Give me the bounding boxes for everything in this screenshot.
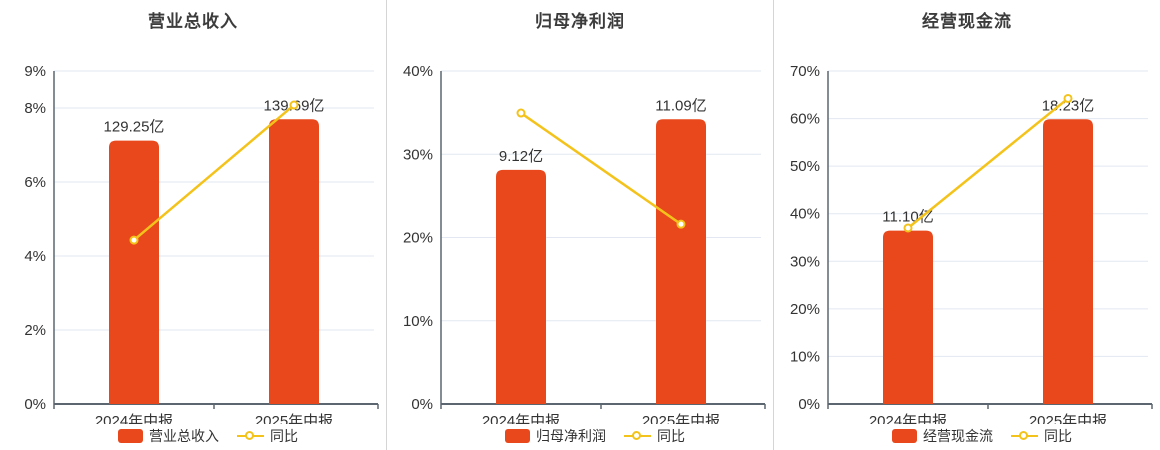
legend-item-bar-series[interactable]: 营业总收入 bbox=[118, 426, 219, 446]
y-axis-tick-label: 0% bbox=[798, 396, 820, 413]
yoy-line bbox=[520, 112, 682, 226]
y-axis-tick-label: 60% bbox=[790, 111, 820, 128]
y-axis-tick-label: 70% bbox=[790, 63, 820, 80]
bar-value-label: 11.09亿 bbox=[655, 97, 706, 114]
y-axis-tick-label: 50% bbox=[790, 158, 820, 175]
legend-yoy-label: 同比 bbox=[270, 428, 298, 444]
bar-series-swatch bbox=[118, 429, 143, 443]
x-axis-category-label: 2024年中报 bbox=[482, 413, 560, 424]
legend-yoy-label: 同比 bbox=[657, 428, 685, 444]
legend-bar-label: 营业总收入 bbox=[149, 428, 219, 444]
legend-item-bar-series[interactable]: 归母净利润 bbox=[505, 426, 606, 446]
legend-item-yoy-series[interactable]: 同比 bbox=[237, 426, 298, 446]
yoy-line-marker[interactable] bbox=[289, 100, 299, 110]
chart-panel-cash-flow: 经营现金流 0% 10% 20% 30% 40% 50% 60% 70% 11.10亿 18.23… bbox=[773, 0, 1160, 450]
bar-2024年中报[interactable] bbox=[496, 169, 546, 404]
chart-title-cash-flow: 经营现金流 bbox=[922, 11, 1012, 31]
y-axis-tick-label: 30% bbox=[403, 146, 433, 163]
yoy-line bbox=[907, 97, 1069, 229]
bar-2024年中报[interactable] bbox=[883, 230, 933, 404]
y-axis-tick-label: 2% bbox=[24, 322, 46, 339]
net-profit-chart-svg: 0% 10% 20% 30% 40% 9.12亿 11.09亿 2024年中报 2025年中报 bbox=[403, 63, 766, 424]
yoy-line-swatch bbox=[1011, 429, 1038, 443]
bar-series-swatch bbox=[892, 429, 917, 443]
legend-item-yoy-series[interactable]: 同比 bbox=[1011, 426, 1072, 446]
legend-item-yoy-series[interactable]: 同比 bbox=[624, 426, 685, 446]
y-axis-tick-label: 40% bbox=[403, 63, 433, 80]
legend-revenue: 营业总收入 同比 bbox=[0, 424, 386, 448]
cash-flow-chart-svg: 0%10%20%30%40%50%60%70%11.10亿18.23亿2024年… bbox=[790, 63, 1153, 424]
yoy-line-marker[interactable] bbox=[516, 108, 526, 118]
bar-value-label: 129.25亿 bbox=[104, 119, 165, 136]
bar-value-label: 11.10亿 bbox=[882, 209, 933, 226]
chart-panel-net-profit: 归母净利润 0% 10% 20% 30% 40% 9.12亿 11.09亿 2024年中报 20… bbox=[386, 0, 773, 450]
legend-yoy-label: 同比 bbox=[1044, 428, 1072, 444]
bar-2024年中报[interactable] bbox=[109, 140, 159, 404]
y-axis-tick-label: 0% bbox=[411, 396, 433, 413]
y-axis-tick-label: 10% bbox=[403, 313, 433, 330]
y-axis-tick-label: 40% bbox=[790, 206, 820, 223]
y-axis-tick-label: 8% bbox=[24, 100, 46, 117]
yoy-line bbox=[133, 104, 295, 242]
y-axis-tick-label: 0% bbox=[24, 396, 46, 413]
x-axis-category-label: 2024年中报 bbox=[869, 413, 947, 424]
x-axis-category-label: 2025年中报 bbox=[1029, 413, 1107, 424]
y-axis-tick-label: 30% bbox=[790, 253, 820, 270]
yoy-line-marker[interactable] bbox=[676, 219, 686, 229]
revenue-chart-svg: 0%2%4%6%8%9%129.25亿139.69亿2024年中报2025年中报 bbox=[24, 63, 379, 424]
legend-net-profit: 归母净利润 同比 bbox=[387, 424, 773, 448]
legend-cash-flow: 经营现金流 同比 bbox=[774, 424, 1160, 448]
yoy-line-swatch bbox=[624, 429, 651, 443]
bar-value-label: 9.12亿 bbox=[499, 148, 543, 165]
y-axis-tick-label: 20% bbox=[403, 230, 433, 247]
chart-panel-revenue: 营业总收入 0%2%4%6%8%9%129.25亿139.69亿2024年中报2… bbox=[0, 0, 386, 450]
yoy-line-marker[interactable] bbox=[1063, 93, 1073, 103]
legend-bar-label: 经营现金流 bbox=[923, 428, 993, 444]
chart-title-revenue: 营业总收入 bbox=[148, 11, 238, 31]
y-axis-tick-label: 10% bbox=[790, 348, 820, 365]
chart-title-net-profit: 归母净利润 bbox=[535, 11, 625, 31]
y-axis-tick-label: 9% bbox=[24, 63, 46, 80]
bar-2025年中报[interactable] bbox=[269, 119, 319, 404]
y-axis-tick-label: 6% bbox=[24, 174, 46, 191]
legend-item-bar-series[interactable]: 经营现金流 bbox=[892, 426, 993, 446]
x-axis-category-label: 2024年中报 bbox=[95, 413, 173, 424]
yoy-line-marker[interactable] bbox=[129, 235, 139, 245]
yoy-line-marker[interactable] bbox=[903, 223, 913, 233]
y-axis-tick-label: 4% bbox=[24, 248, 46, 265]
x-axis-category-label: 2025年中报 bbox=[642, 413, 720, 424]
bar-2025年中报[interactable] bbox=[1043, 119, 1093, 404]
bar-series-swatch bbox=[505, 429, 530, 443]
yoy-line-swatch bbox=[237, 429, 264, 443]
y-axis-tick-label: 20% bbox=[790, 301, 820, 318]
bar-2025年中报[interactable] bbox=[656, 119, 706, 404]
legend-bar-label: 归母净利润 bbox=[536, 428, 606, 444]
x-axis-category-label: 2025年中报 bbox=[255, 413, 333, 424]
